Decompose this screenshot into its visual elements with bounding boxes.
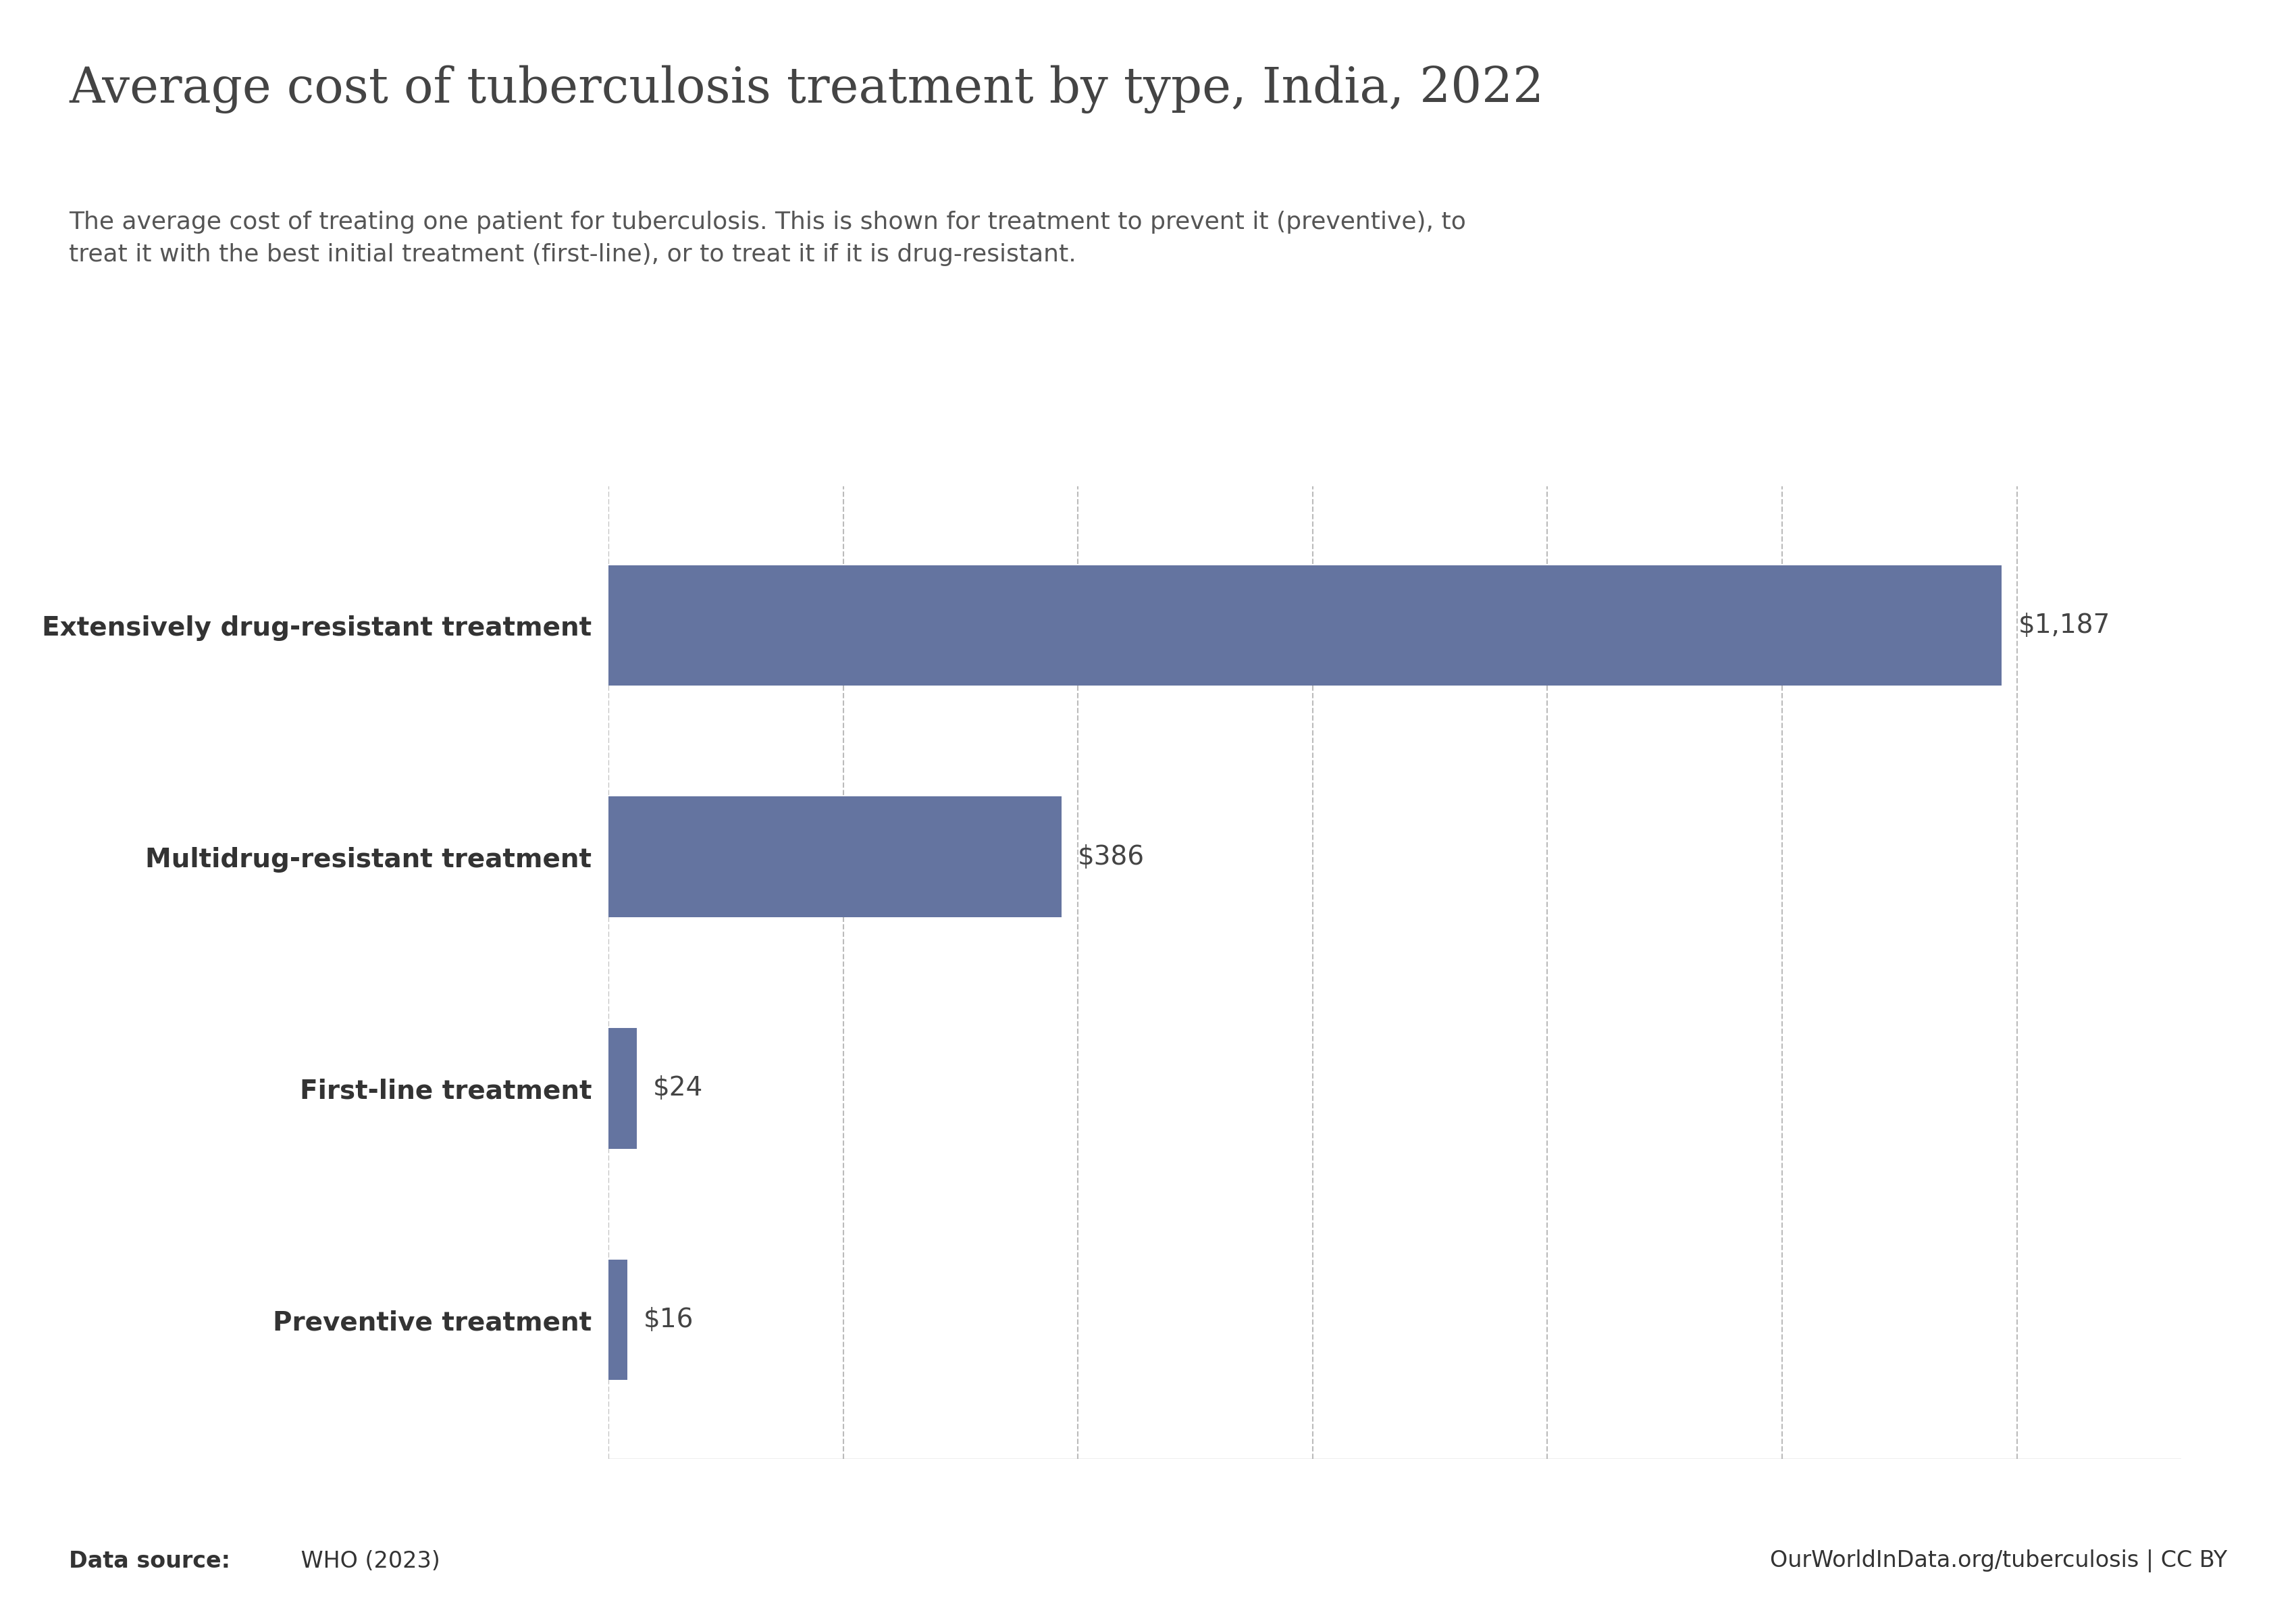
- Text: Average cost of tuberculosis treatment by type, India, 2022: Average cost of tuberculosis treatment b…: [69, 65, 1543, 113]
- Text: in Data: in Data: [2062, 113, 2163, 136]
- Text: $386: $386: [1077, 845, 1146, 869]
- Bar: [608, 566, 2002, 686]
- Text: Our World: Our World: [2043, 60, 2181, 83]
- Text: $16: $16: [643, 1307, 693, 1332]
- Bar: [608, 796, 1061, 917]
- Bar: [608, 1028, 636, 1149]
- Text: $24: $24: [652, 1076, 703, 1101]
- Text: $1,187: $1,187: [2018, 613, 2110, 639]
- Text: Data source:: Data source:: [69, 1550, 230, 1572]
- Text: OurWorldInData.org/tuberculosis | CC BY: OurWorldInData.org/tuberculosis | CC BY: [1770, 1550, 2227, 1572]
- Text: WHO (2023): WHO (2023): [294, 1550, 441, 1572]
- Text: The average cost of treating one patient for tuberculosis. This is shown for tre: The average cost of treating one patient…: [69, 211, 1465, 266]
- Bar: [608, 1260, 627, 1379]
